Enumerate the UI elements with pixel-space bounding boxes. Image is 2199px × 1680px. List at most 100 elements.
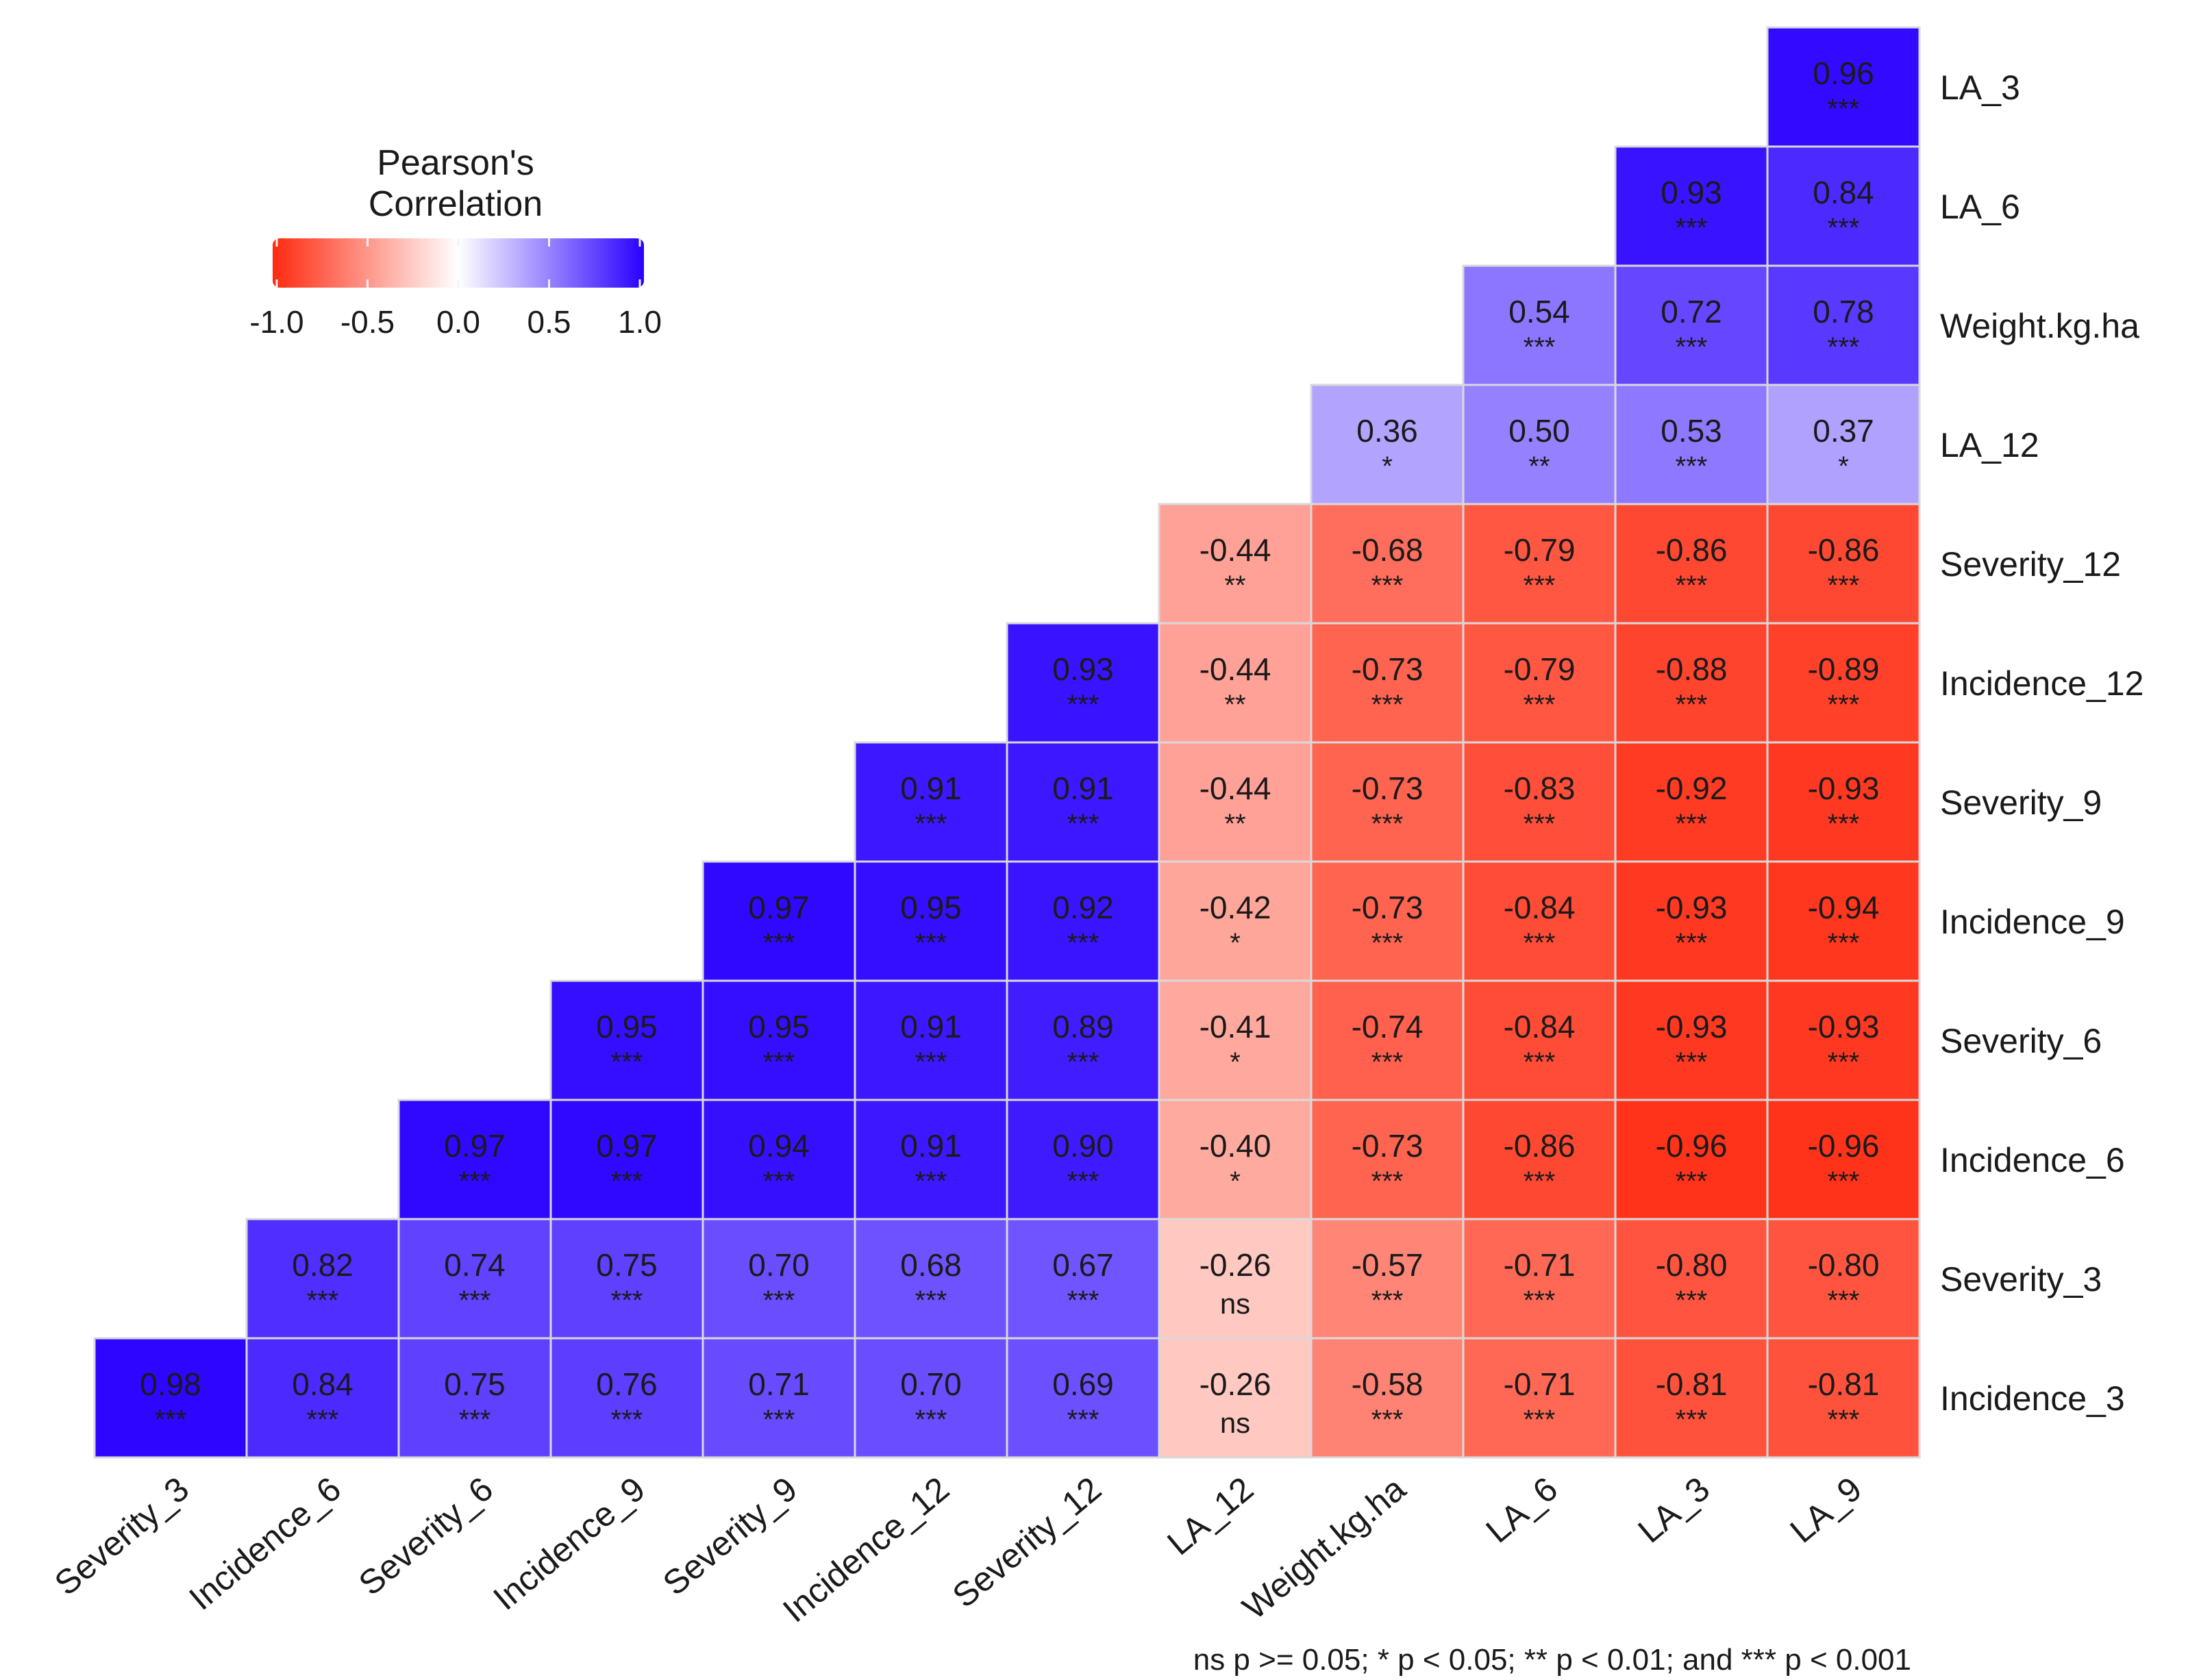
heatmap-cell [397,1099,552,1220]
cell-significance-label: *** [611,1405,643,1435]
y-tick-label: Severity_9 [1940,783,2102,822]
y-tick-label: Severity_6 [1940,1022,2102,1060]
cell-significance-label: *** [1371,1405,1404,1435]
cell-value-label: 0.70 [900,1366,962,1402]
cell-significance-label: *** [1524,1047,1556,1077]
cell-significance-label: *** [915,809,947,839]
significance-footnote: ns p >= 0.05; * p < 0.05; ** p < 0.01; a… [1193,1643,1911,1677]
cell-significance-label: * [1230,1047,1241,1077]
cell-significance-label: *** [763,1286,795,1316]
cell-value-label: -0.93 [1656,1009,1728,1044]
cell-value-label: -0.26 [1200,1366,1271,1402]
cell-value-label: 0.95 [900,890,962,925]
cell-significance-label: *** [1676,213,1708,243]
cell-value-label: 0.91 [900,770,962,806]
cell-value-label: 0.50 [1508,413,1570,449]
cell-value-label: -0.42 [1200,890,1271,925]
cell-significance-label: *** [915,928,947,958]
cell-value-label: -0.96 [1808,1128,1880,1164]
cell-significance-label: *** [1828,1047,1860,1077]
heatmap-cell [1158,979,1313,1101]
cell-value-label: 0.68 [900,1247,962,1283]
heatmap-cell [1766,503,1921,625]
cell-value-label: 0.82 [292,1247,353,1283]
cell-significance-label: *** [915,1047,947,1077]
cell-significance-label: *** [1676,1286,1708,1316]
cell-significance-label: ns [1220,1407,1250,1439]
cell-significance-label: *** [611,1047,643,1077]
cell-value-label: -0.74 [1352,1009,1424,1044]
heatmap-cell [1766,860,1921,982]
cell-significance-label: *** [1828,213,1860,243]
cell-value-label: 0.93 [1052,651,1114,687]
heatmap-cell [1614,145,1769,267]
cell-significance-label: ** [1224,690,1245,720]
cell-value-label: 0.54 [1508,294,1570,329]
cell-value-label: -0.26 [1200,1247,1271,1283]
cell-significance-label: *** [1828,332,1860,362]
cell-value-label: -0.73 [1352,1128,1424,1164]
cell-significance-label: *** [915,1286,947,1316]
cell-value-label: 0.71 [748,1366,810,1402]
heatmap-cell [1462,741,1617,863]
heatmap-cell [1614,1218,1769,1340]
cell-significance-label: *** [1828,1166,1860,1196]
heatmap-cell [854,979,1008,1101]
cell-significance-label: *** [1676,1047,1708,1077]
cell-significance-label: *** [915,1166,947,1196]
cell-significance-label: *** [763,1405,795,1435]
heatmap-cell [1766,1099,1921,1220]
heatmap-cell [854,1218,1008,1340]
y-tick-label: Incidence_12 [1940,664,2144,703]
heatmap-cell [1310,741,1465,863]
y-tick-label: Incidence_6 [1940,1141,2125,1179]
cell-significance-label: *** [1524,1166,1556,1196]
cell-value-label: 0.67 [1052,1247,1114,1283]
cell-value-label: -0.73 [1352,770,1424,806]
heatmap-cell [245,1218,400,1340]
cell-significance-label: *** [1524,928,1556,958]
cell-significance-label: *** [1676,690,1708,720]
heatmap-cell [1462,979,1617,1101]
cell-significance-label: *** [763,1166,795,1196]
cell-significance-label: *** [1828,928,1860,958]
cell-significance-label: *** [1828,571,1860,601]
cell-value-label: 0.74 [444,1247,506,1283]
cell-value-label: 0.70 [748,1247,810,1283]
cell-value-label: -0.40 [1200,1128,1271,1164]
cell-significance-label: ** [1224,809,1245,839]
y-tick-label: Severity_12 [1940,545,2121,584]
cell-significance-label: *** [1676,1166,1708,1196]
heatmap-cell [1006,622,1160,744]
heatmap-cell [93,1337,248,1459]
cell-significance-label: * [1230,928,1241,958]
cell-significance-label: *** [155,1405,187,1435]
cell-value-label: -0.80 [1808,1247,1880,1283]
cell-value-label: -0.84 [1504,890,1576,925]
cell-value-label: -0.96 [1656,1128,1728,1164]
cell-significance-label: *** [611,1166,643,1196]
heatmap-cell-labels: 0.96***0.93***0.84***0.54***0.72***0.78*… [140,55,1879,1439]
y-tick-label: LA_3 [1940,68,2020,107]
cell-value-label: 0.76 [596,1366,658,1402]
cell-significance-label: *** [1067,809,1100,839]
heatmap-cell [1158,1099,1313,1220]
y-tick-label: Incidence_9 [1940,903,2125,941]
cell-significance-label: *** [459,1286,491,1316]
cell-significance-label: *** [1828,94,1860,124]
heatmap-cell [1006,741,1160,863]
cell-significance-label: *** [307,1286,339,1316]
cell-significance-label: *** [1371,928,1404,958]
cell-significance-label: *** [1371,809,1404,839]
cell-value-label: -0.89 [1808,651,1880,687]
cell-significance-label: *** [1676,451,1708,481]
cell-value-label: -0.83 [1504,770,1576,806]
heatmap-cell [1766,26,1921,148]
cell-value-label: -0.73 [1352,651,1424,687]
heatmap-cell [1766,741,1921,863]
y-tick-label: Severity_3 [1940,1260,2102,1299]
heatmap-cell [701,860,856,982]
y-tick-label: Incidence_3 [1940,1379,2125,1418]
cell-significance-label: *** [1828,690,1860,720]
